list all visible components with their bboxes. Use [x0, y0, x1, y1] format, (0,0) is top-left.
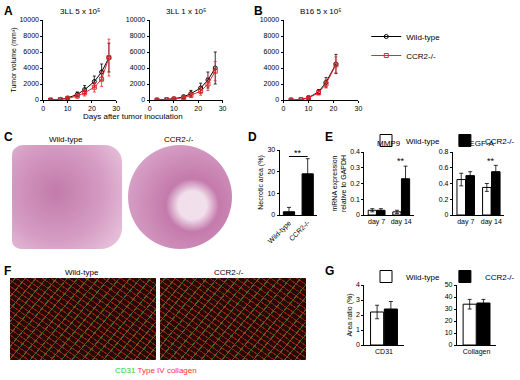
svg-text:2000: 2000 — [264, 80, 280, 87]
svg-text:10000: 10000 — [19, 16, 39, 23]
svg-text:10000: 10000 — [260, 16, 280, 23]
svg-text:Collagen: Collagen — [463, 348, 491, 356]
svg-text:0: 0 — [271, 211, 275, 218]
svg-text:day 14: day 14 — [481, 218, 502, 226]
svg-text:0: 0 — [356, 341, 360, 348]
svg-text:10: 10 — [267, 190, 275, 197]
svg-text:10: 10 — [170, 105, 178, 112]
svg-text:Tumor volume (mm³): Tumor volume (mm³) — [10, 27, 18, 92]
svg-text:Wild-type: Wild-type — [406, 273, 440, 282]
svg-text:0: 0 — [275, 96, 279, 103]
svg-text:3: 3 — [356, 296, 360, 303]
svg-text:0: 0 — [445, 211, 449, 218]
svg-text:8000: 8000 — [130, 32, 146, 39]
svg-text:B: B — [254, 4, 263, 18]
svg-text:30: 30 — [445, 305, 453, 312]
svg-text:50: 50 — [445, 281, 453, 288]
svg-text:0.4: 0.4 — [350, 148, 360, 155]
svg-text:3LL 5 x 10⁵: 3LL 5 x 10⁵ — [60, 7, 100, 16]
svg-text:day 7: day 7 — [457, 218, 474, 226]
svg-text:day 7: day 7 — [368, 218, 385, 226]
svg-text:CCR2-/-: CCR2-/- — [406, 52, 436, 61]
svg-text:30: 30 — [219, 105, 227, 112]
svg-text:8000: 8000 — [23, 32, 39, 39]
svg-text:**: ** — [397, 156, 405, 166]
svg-text:2000: 2000 — [23, 80, 39, 87]
svg-text:Wild-type: Wild-type — [267, 219, 293, 245]
svg-text:8000: 8000 — [264, 32, 280, 39]
svg-text:mRNA expressionrelative to GAP: mRNA expressionrelative to GAPDH — [331, 155, 347, 212]
svg-text:6000: 6000 — [264, 48, 280, 55]
svg-text:0.2: 0.2 — [350, 180, 360, 187]
svg-text:Necrotic area (%): Necrotic area (%) — [257, 155, 265, 209]
svg-text:3LL 1 x 10⁵: 3LL 1 x 10⁵ — [166, 7, 206, 16]
svg-text:CD31: CD31 — [375, 348, 393, 355]
svg-text:Wild-type: Wild-type — [65, 268, 99, 277]
svg-text:F: F — [4, 264, 11, 278]
svg-text:4000: 4000 — [130, 64, 146, 71]
svg-text:0.6: 0.6 — [439, 164, 449, 171]
svg-text:0: 0 — [449, 341, 453, 348]
svg-text:20: 20 — [445, 317, 453, 324]
svg-text:CCR2-/-: CCR2-/- — [164, 135, 194, 144]
svg-text:2: 2 — [356, 311, 360, 318]
svg-text:4000: 4000 — [23, 64, 39, 71]
svg-text:0.3: 0.3 — [350, 164, 360, 171]
svg-text:30: 30 — [355, 105, 363, 112]
svg-text:0.4: 0.4 — [439, 180, 449, 187]
svg-text:10: 10 — [445, 329, 453, 336]
svg-text:D: D — [248, 130, 257, 144]
svg-text:40: 40 — [445, 293, 453, 300]
svg-text:0: 0 — [41, 105, 45, 112]
svg-text:20: 20 — [267, 168, 275, 175]
svg-text:6000: 6000 — [23, 48, 39, 55]
svg-text:Wild-type: Wild-type — [406, 33, 440, 42]
svg-text:Wild-type: Wild-type — [406, 137, 440, 146]
svg-text:0: 0 — [356, 211, 360, 218]
svg-text:6000: 6000 — [130, 48, 146, 55]
svg-text:1: 1 — [356, 326, 360, 333]
svg-text:20: 20 — [88, 105, 96, 112]
svg-text:VEGF-A: VEGF-A — [464, 139, 494, 148]
svg-text:CD31 Type IV collagen: CD31 Type IV collagen — [115, 366, 197, 375]
svg-text:E: E — [325, 130, 333, 144]
svg-text:20: 20 — [194, 105, 202, 112]
svg-text:CCR2-/-: CCR2-/- — [485, 137, 515, 146]
svg-text:B16 5 x 10⁵: B16 5 x 10⁵ — [300, 7, 342, 16]
svg-text:A: A — [4, 4, 13, 18]
svg-text:0: 0 — [282, 105, 286, 112]
svg-text:0.2: 0.2 — [439, 196, 449, 203]
svg-text:20: 20 — [330, 105, 338, 112]
svg-text:30: 30 — [267, 146, 275, 153]
svg-text:Wild-type: Wild-type — [49, 135, 83, 144]
svg-text:4: 4 — [356, 281, 360, 288]
svg-text:0.8: 0.8 — [439, 148, 449, 155]
svg-text:day 14: day 14 — [391, 218, 412, 226]
svg-text:2000: 2000 — [130, 80, 146, 87]
svg-text:10000: 10000 — [126, 16, 146, 23]
svg-text:10: 10 — [305, 105, 313, 112]
svg-text:10: 10 — [64, 105, 72, 112]
svg-text:MMP9: MMP9 — [377, 139, 401, 148]
svg-text:Area ratio (%): Area ratio (%) — [346, 293, 354, 336]
svg-text:C: C — [4, 130, 13, 144]
svg-text:CCR2-/-: CCR2-/- — [288, 219, 312, 243]
svg-text:CCR2-/-: CCR2-/- — [214, 268, 244, 277]
svg-text:**: ** — [487, 156, 495, 166]
svg-text:**: ** — [294, 148, 302, 158]
svg-text:Days after tumor inoculation: Days after tumor inoculation — [83, 112, 183, 121]
svg-text:0: 0 — [141, 96, 145, 103]
svg-text:0.1: 0.1 — [350, 196, 360, 203]
svg-text:CCR2-/-: CCR2-/- — [485, 273, 515, 282]
svg-text:G: G — [325, 264, 334, 278]
svg-text:30: 30 — [112, 105, 120, 112]
svg-text:0: 0 — [148, 105, 152, 112]
svg-text:4000: 4000 — [264, 64, 280, 71]
svg-text:0: 0 — [35, 96, 39, 103]
